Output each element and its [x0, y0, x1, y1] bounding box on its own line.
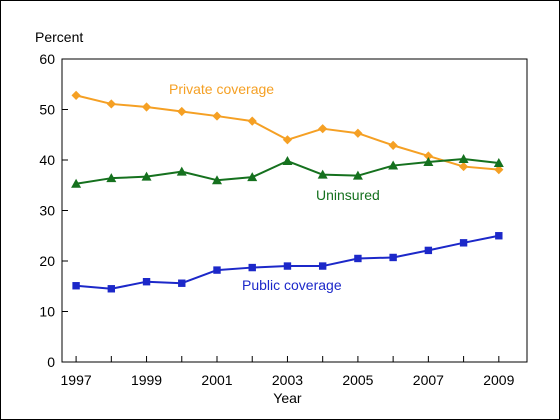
data-point-square [424, 246, 433, 255]
series-label-private-coverage: Private coverage [169, 81, 274, 97]
x-tick-label: 1997 [61, 372, 92, 388]
data-point-triangle [317, 169, 328, 179]
data-point-diamond [353, 128, 363, 138]
data-point-square [318, 262, 327, 270]
series-private-coverage [71, 90, 504, 175]
data-point-diamond [71, 90, 81, 100]
y-tick-label: 30 [39, 203, 55, 219]
y-tick-label: 60 [39, 51, 55, 67]
data-point-triangle [493, 158, 504, 168]
y-axis-title: Percent [35, 29, 83, 45]
data-point-triangle [176, 166, 187, 176]
data-point-diamond [106, 99, 116, 109]
data-point-diamond [423, 151, 433, 161]
series-layer [71, 90, 504, 293]
series-uninsured [71, 153, 504, 188]
data-point-diamond [247, 116, 257, 126]
x-tick-label: 2001 [201, 372, 232, 388]
data-point-diamond [141, 102, 152, 112]
data-point-square [495, 232, 503, 240]
data-point-diamond [177, 106, 187, 117]
data-point-square [283, 262, 292, 270]
data-point-triangle [352, 170, 363, 180]
data-point-diamond [494, 164, 504, 175]
data-point-square [142, 278, 151, 286]
y-tick-label: 20 [39, 253, 55, 269]
data-point-diamond [388, 140, 398, 150]
data-point-triangle [388, 160, 399, 170]
x-tick-label: 2003 [272, 372, 303, 388]
data-point-triangle [212, 175, 222, 185]
series-public-coverage [72, 232, 503, 293]
data-point-square [459, 239, 468, 247]
data-point-square [178, 279, 186, 287]
data-point-triangle [458, 153, 469, 163]
data-point-triangle [247, 172, 258, 182]
data-point-square [389, 253, 397, 262]
data-point-diamond [318, 124, 328, 134]
x-tick-label: 1999 [131, 372, 162, 388]
y-tick-label: 0 [47, 354, 55, 370]
x-tick-label: 2009 [483, 372, 514, 388]
data-point-triangle [141, 171, 152, 181]
labels-layer: Private coverage Uninsured Public coverage [169, 81, 380, 293]
data-point-diamond [212, 111, 222, 121]
data-point-diamond [458, 161, 469, 172]
data-point-square [72, 282, 80, 290]
series-label-public-coverage: Public coverage [242, 277, 342, 293]
series-label-uninsured: Uninsured [316, 187, 380, 203]
x-tick-label: 2005 [342, 372, 373, 388]
data-point-diamond [282, 135, 293, 145]
data-point-triangle [71, 178, 82, 188]
axes: 0 10 20 30 40 50 60 1997 1999 2001 2003 2005 2007 200… [35, 29, 528, 406]
data-point-square [248, 263, 256, 272]
data-point-triangle [282, 156, 293, 166]
data-point-triangle [423, 157, 434, 167]
x-axis-title: Year [273, 390, 302, 406]
data-point-triangle [106, 173, 117, 183]
data-point-square [213, 266, 221, 274]
data-point-square [107, 285, 116, 293]
plot-area-border [61, 58, 528, 363]
y-tick-label: 40 [39, 152, 55, 168]
data-point-square [354, 254, 362, 263]
y-tick-label: 10 [39, 304, 55, 320]
x-tick-label: 2007 [413, 372, 444, 388]
y-tick-label: 50 [39, 102, 55, 118]
